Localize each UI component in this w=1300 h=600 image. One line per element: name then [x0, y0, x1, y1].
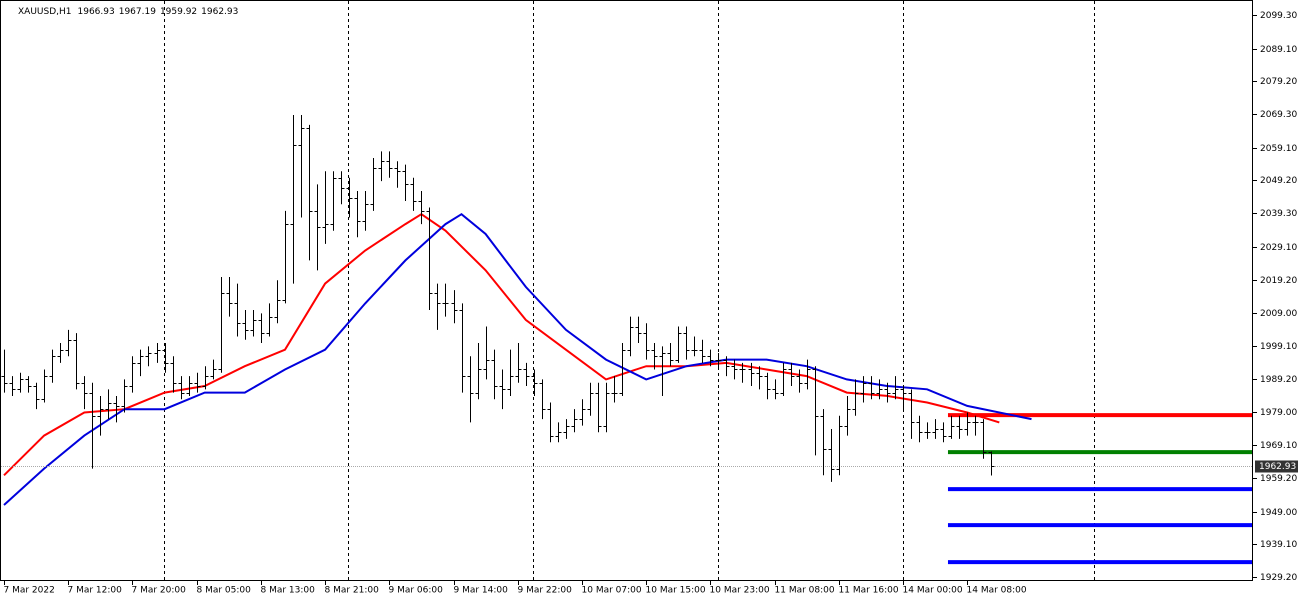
y-tick-label: 2029.10 [1260, 243, 1297, 253]
y-tick-label: 1999.10 [1260, 342, 1297, 352]
moving-average [3, 212, 1032, 506]
current-price-box [1255, 460, 1298, 473]
x-tick-label: 10 Mar 15:00 [646, 586, 706, 596]
x-tick-label: 9 Mar 14:00 [454, 586, 509, 596]
y-tick-label: 1939.10 [1260, 540, 1297, 550]
x-tick-label: 7 Mar 20:00 [132, 586, 187, 596]
y-tick-label: 1929.20 [1260, 573, 1297, 583]
header-close: 1962.93 [201, 7, 238, 17]
y-tick-label: 2049.20 [1260, 176, 1297, 186]
moving-average [3, 213, 1000, 477]
x-tick-label: 11 Mar 08:00 [775, 586, 835, 596]
y-tick-label: 1949.00 [1260, 508, 1297, 518]
symbol: XAUUSD,H1 [18, 7, 72, 17]
plot-frame [0, 0, 1253, 581]
x-tick-label: 10 Mar 23:00 [710, 586, 770, 596]
y-tick-label: 2099.30 [1260, 11, 1297, 21]
x-tick-label: 8 Mar 13:00 [261, 586, 316, 596]
y-tick-label: 1959.20 [1260, 474, 1297, 484]
x-tick-label: 8 Mar 05:00 [197, 586, 252, 596]
x-tick-label: 8 Mar 21:00 [325, 586, 380, 596]
x-tick-label: 7 Mar 2022 [4, 586, 55, 596]
header-high: 1967.19 [119, 7, 156, 17]
x-tick-label: 7 Mar 12:00 [68, 586, 123, 596]
x-tick-label: 10 Mar 07:00 [582, 586, 642, 596]
header-low: 1959.92 [160, 7, 197, 17]
y-tick-label: 2079.20 [1260, 77, 1297, 87]
y-tick-label: 1969.10 [1260, 441, 1297, 451]
y-tick-label: 2019.20 [1260, 276, 1297, 286]
x-tick-label: 14 Mar 00:00 [903, 586, 963, 596]
y-tick-label: 2009.00 [1260, 309, 1297, 319]
y-tick-label: 1989.20 [1260, 375, 1297, 385]
x-tick-label: 9 Mar 06:00 [389, 586, 444, 596]
chart-header: XAUUSD,H1 1966.93 1967.19 1959.92 1962.93 [18, 7, 238, 17]
current-price-label: 1962.93 [1259, 462, 1296, 472]
header-open: 1966.93 [78, 7, 115, 17]
y-tick-label: 2069.30 [1260, 110, 1297, 120]
x-tick-label: 14 Mar 08:00 [967, 586, 1027, 596]
y-tick-label: 1979.00 [1260, 408, 1297, 418]
x-tick-label: 9 Mar 22:00 [518, 586, 573, 596]
y-tick-label: 2059.10 [1260, 144, 1297, 154]
x-tick-label: 11 Mar 16:00 [839, 586, 899, 596]
y-tick-label: 2089.10 [1260, 45, 1297, 55]
y-tick-label: 2039.30 [1260, 209, 1297, 219]
